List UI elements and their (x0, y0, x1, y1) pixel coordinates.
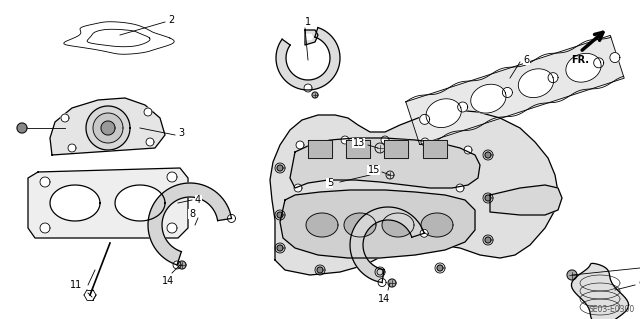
Polygon shape (382, 213, 414, 237)
Polygon shape (375, 143, 385, 153)
Polygon shape (178, 261, 186, 269)
Polygon shape (378, 278, 386, 286)
Text: 4: 4 (195, 195, 201, 205)
Polygon shape (548, 73, 558, 83)
Text: 8: 8 (189, 209, 195, 219)
Polygon shape (115, 185, 165, 221)
Text: 14: 14 (378, 294, 390, 304)
Polygon shape (312, 92, 318, 98)
Polygon shape (87, 29, 150, 47)
Polygon shape (173, 261, 181, 269)
Text: 11: 11 (70, 280, 82, 290)
Polygon shape (50, 185, 100, 221)
Polygon shape (317, 267, 323, 273)
Polygon shape (86, 106, 130, 150)
Polygon shape (485, 195, 491, 201)
Polygon shape (458, 102, 468, 112)
Polygon shape (167, 223, 177, 233)
Polygon shape (572, 263, 628, 319)
Polygon shape (567, 270, 577, 280)
Polygon shape (270, 110, 558, 275)
Polygon shape (93, 113, 123, 143)
Text: 3: 3 (178, 128, 184, 138)
Polygon shape (388, 279, 396, 287)
Polygon shape (423, 140, 447, 158)
Polygon shape (277, 212, 283, 218)
Polygon shape (306, 213, 338, 237)
Polygon shape (167, 172, 177, 182)
Polygon shape (344, 213, 376, 237)
Polygon shape (377, 269, 383, 275)
Polygon shape (64, 22, 174, 54)
Text: 13: 13 (353, 138, 365, 148)
Polygon shape (40, 223, 50, 233)
Polygon shape (276, 27, 340, 90)
Polygon shape (50, 98, 165, 155)
Polygon shape (68, 144, 76, 152)
Polygon shape (148, 183, 232, 265)
Polygon shape (304, 84, 312, 92)
Polygon shape (420, 114, 429, 124)
Polygon shape (350, 207, 424, 283)
Polygon shape (144, 108, 152, 116)
Polygon shape (490, 185, 562, 215)
Polygon shape (420, 229, 428, 237)
Text: 6: 6 (523, 55, 529, 65)
Polygon shape (17, 123, 27, 133)
Polygon shape (518, 69, 554, 98)
Polygon shape (464, 146, 472, 154)
Polygon shape (421, 213, 453, 237)
Polygon shape (341, 136, 349, 144)
Polygon shape (277, 165, 283, 171)
Polygon shape (381, 136, 389, 144)
Polygon shape (566, 53, 601, 82)
Polygon shape (485, 237, 491, 243)
Text: 1: 1 (305, 17, 311, 27)
Polygon shape (485, 152, 491, 158)
Text: 9: 9 (638, 280, 640, 290)
Text: 2: 2 (168, 15, 174, 25)
Polygon shape (280, 190, 475, 258)
Text: 5: 5 (327, 178, 333, 188)
Polygon shape (296, 141, 304, 149)
Polygon shape (610, 53, 620, 63)
Polygon shape (346, 140, 370, 158)
Polygon shape (61, 114, 69, 122)
Polygon shape (502, 87, 513, 98)
Polygon shape (308, 140, 332, 158)
Polygon shape (437, 265, 443, 271)
Polygon shape (305, 30, 318, 45)
Text: SE03-E0300: SE03-E0300 (589, 305, 635, 314)
Polygon shape (406, 35, 624, 145)
Polygon shape (456, 184, 464, 192)
Polygon shape (421, 138, 429, 146)
Polygon shape (470, 84, 506, 113)
Polygon shape (227, 214, 236, 222)
Polygon shape (426, 99, 461, 128)
Polygon shape (384, 140, 408, 158)
Polygon shape (101, 121, 115, 135)
Text: FR.: FR. (571, 55, 589, 65)
Polygon shape (294, 184, 302, 192)
Polygon shape (146, 138, 154, 146)
Polygon shape (28, 168, 188, 238)
Polygon shape (290, 138, 480, 188)
Polygon shape (386, 171, 394, 179)
Text: 15: 15 (367, 165, 380, 175)
Polygon shape (40, 177, 50, 187)
Text: 14: 14 (162, 276, 174, 286)
Polygon shape (277, 245, 283, 251)
Polygon shape (594, 58, 604, 68)
